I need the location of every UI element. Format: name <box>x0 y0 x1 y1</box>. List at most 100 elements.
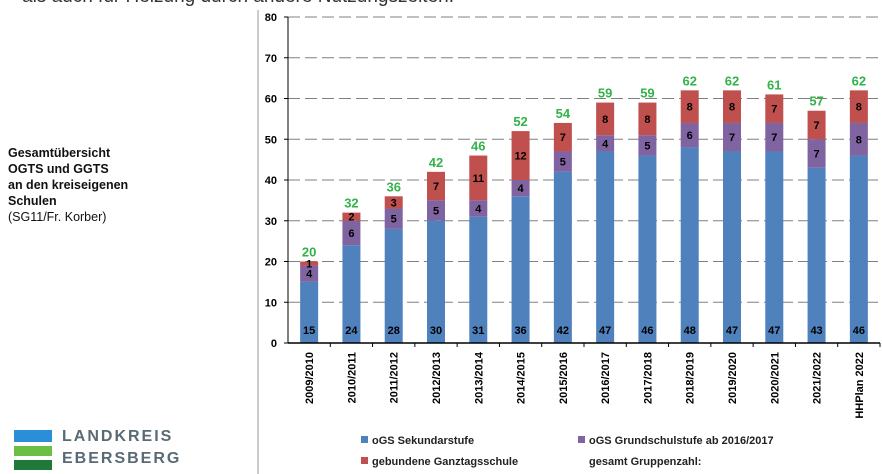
legend-swatch-red <box>361 457 368 464</box>
bar-segment-3 <box>638 102 657 136</box>
bar-segment-1 <box>638 155 657 343</box>
x-tick-label: 2015/2016 <box>558 352 570 404</box>
x-axis-ticks: 2009/2010 2010/2011 2011/2012 2012/2013 2013… <box>304 343 881 419</box>
total-label: 54 <box>556 106 571 121</box>
legend-label-2: oGS Grundschulstufe ab 2016/2017 <box>589 435 774 447</box>
data-label-series-1: 47 <box>726 325 738 337</box>
data-label-series-2: 5 <box>433 206 439 218</box>
y-tick-label: 20 <box>265 257 277 269</box>
side-title-line-1: Gesamtübersicht <box>8 146 111 160</box>
bar-segment-1 <box>300 281 319 343</box>
data-label-series-2: 4 <box>518 183 525 195</box>
x-tick-label: 2010/2011 <box>346 352 358 403</box>
x-tick-label: HHPlan 2022 <box>854 352 866 419</box>
bar-segment-3 <box>427 171 445 201</box>
data-label-series-1: 47 <box>768 325 780 337</box>
bar-segment-3 <box>849 90 868 123</box>
data-label-series-1: 30 <box>430 325 442 337</box>
y-axis-ticks: 0 10 20 30 40 50 60 70 80 <box>265 12 288 350</box>
total-label: 62 <box>852 73 866 88</box>
legend-item-oGS-grundschulstufe: oGS Grundschulstufe ab 2016/2017 <box>578 435 774 447</box>
data-label-series-3: 1 <box>306 259 312 271</box>
bar-segment-2 <box>596 135 615 152</box>
y-tick-label: 10 <box>265 297 277 309</box>
y-tick-label: 70 <box>265 53 277 65</box>
x-tick-label: 2014/2015 <box>516 352 528 404</box>
bar-segment-1 <box>849 155 868 343</box>
x-tick-label: 2021/2022 <box>812 352 824 404</box>
data-label-series-1: 15 <box>303 325 315 337</box>
total-label: 62 <box>725 73 739 88</box>
data-label-series-1: 31 <box>472 325 484 337</box>
total-label: 62 <box>682 73 696 88</box>
data-label-series-3: 7 <box>771 104 777 116</box>
x-tick-label: 2017/2018 <box>642 352 654 404</box>
bar-segment-3 <box>723 90 741 123</box>
x-tick-label: 2018/2019 <box>685 352 697 404</box>
side-title-source: (SG11/Fr. Korber) <box>8 210 107 224</box>
y-tick-label: 30 <box>265 216 277 228</box>
x-tick-label: 2009/2010 <box>304 352 316 404</box>
bar-segment-1 <box>765 151 784 343</box>
data-label-series-1: 36 <box>514 325 526 337</box>
data-label-series-2: 6 <box>348 228 354 240</box>
legend-swatch-blue <box>361 436 368 443</box>
grid-lines <box>288 16 880 303</box>
data-label-series-1: 42 <box>557 325 569 337</box>
legend-item-oGS-sekundarstufe: oGS Sekundarstufe <box>361 435 474 447</box>
bar-segment-2 <box>511 180 530 197</box>
data-label-series-3: 3 <box>391 197 397 209</box>
data-label-series-2: 4 <box>306 269 313 281</box>
legend-label-3: gebundene Ganztagsschule <box>372 456 519 468</box>
data-label-series-3: 8 <box>729 102 735 114</box>
y-tick-label: 60 <box>265 94 277 106</box>
bar-segment-3 <box>596 102 615 136</box>
data-label-series-2: 5 <box>644 140 650 152</box>
data-label-series-2: 7 <box>814 149 820 161</box>
data-label-series-2: 7 <box>729 132 735 144</box>
bar-segment-1 <box>680 147 699 343</box>
bar-segment-3 <box>469 155 488 201</box>
legend-item-gesamt-gruppenzahl: gesamt Gruppenzahl: <box>589 456 701 468</box>
total-label: 59 <box>640 86 654 101</box>
bar-segment-1 <box>511 196 530 343</box>
data-label-series-2: 4 <box>475 204 482 216</box>
data-label-series-2: 6 <box>687 130 693 142</box>
total-label: 59 <box>598 86 612 101</box>
x-tick-label: 2016/2017 <box>600 352 612 404</box>
bar-segment-2 <box>680 122 699 148</box>
data-label-series-3: 7 <box>814 120 820 132</box>
legend-swatch-purple <box>578 436 585 443</box>
logo-text-line2: EBERSBERG <box>62 450 182 467</box>
bar-segment-1 <box>469 216 488 343</box>
side-title-line-3: an den kreiseigenen <box>8 178 129 192</box>
y-tick-label: 0 <box>271 338 277 350</box>
total-label: 20 <box>302 245 316 260</box>
bar-segment-2 <box>849 122 868 156</box>
chart-description: Gesamtübersicht OGTS und GGTS an den kre… <box>8 145 218 225</box>
header-text: als auch für Heizung durch andere Nutzun… <box>22 0 454 8</box>
bar-segment-2 <box>342 220 361 246</box>
bar-segment-3 <box>765 94 784 123</box>
data-label-series-2: 5 <box>391 214 397 226</box>
y-tick-label: 50 <box>265 134 277 146</box>
bar-segment-2 <box>384 208 403 229</box>
data-label-series-2: 8 <box>856 134 862 146</box>
legend-item-gebundene-ganztagsschule: gebundene Ganztagsschule <box>361 456 518 468</box>
bar-segment-3 <box>553 122 572 152</box>
bar-segment-3 <box>300 261 319 266</box>
logo-stripe-blue <box>14 430 52 442</box>
x-tick-label: 2020/2021 <box>769 352 781 404</box>
y-tick-label: 40 <box>265 175 277 187</box>
bar-segment-3 <box>511 131 530 180</box>
x-tick-label: 2013/2014 <box>473 351 485 404</box>
side-title-line-4: Schulen <box>8 194 57 208</box>
data-label-series-1: 24 <box>345 325 358 337</box>
legend-label-1: oGS Sekundarstufe <box>372 435 475 447</box>
bar-segment-1 <box>342 245 361 343</box>
bar-segment-2 <box>638 135 657 156</box>
y-tick-label: 80 <box>265 12 277 24</box>
logo-text-line1: LANDKREIS <box>62 428 174 445</box>
data-label-series-1: 47 <box>599 325 611 337</box>
x-tick-label: 2019/2020 <box>727 352 739 404</box>
